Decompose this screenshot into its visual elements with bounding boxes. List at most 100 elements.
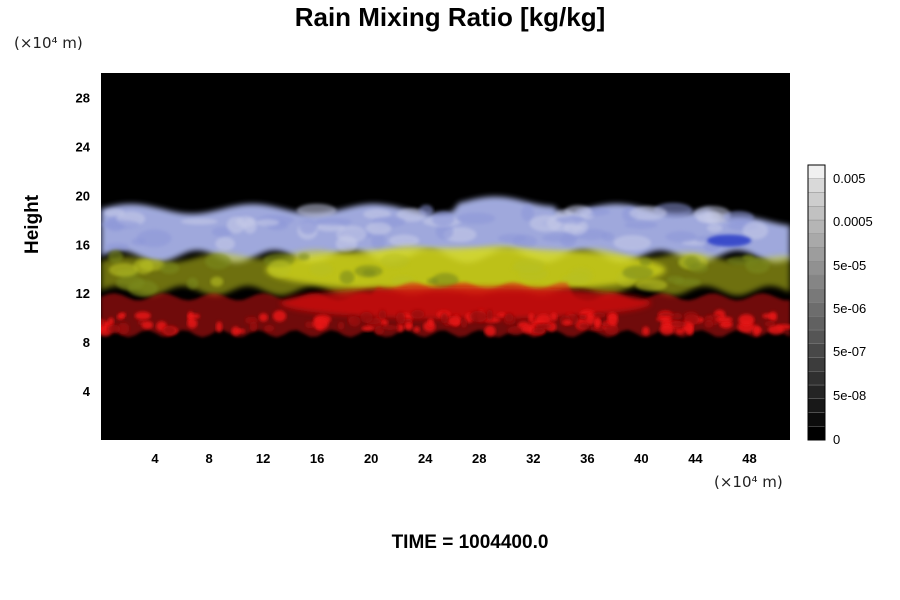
- x-tick-label: 32: [526, 451, 540, 466]
- yellow-cell: [108, 249, 124, 264]
- red-cell: [236, 328, 246, 334]
- x-tick-label: 20: [364, 451, 378, 466]
- colorbar-label: 5e-05: [833, 258, 866, 273]
- red-cell: [668, 321, 687, 328]
- x-axis-unit: (×10⁴ m): [714, 473, 783, 491]
- red-cell: [381, 325, 399, 330]
- colorbar-level: [807, 206, 826, 221]
- red-cell: [263, 324, 275, 332]
- lavender-cell: [396, 208, 427, 222]
- lavender-cell: [624, 221, 658, 229]
- y-tick-label: 28: [76, 90, 90, 105]
- lavender-cell: [365, 222, 392, 235]
- lavender-cell: [363, 209, 391, 220]
- colorbar: 0.005 0.0005 5e-05 5e-06 5e-07 5e-08 0: [807, 164, 873, 447]
- lavender-cell: [629, 206, 667, 221]
- red-cell: [521, 325, 534, 333]
- lavender-cell: [211, 226, 232, 238]
- yellow-cell: [339, 270, 355, 285]
- yellow-cell: [298, 253, 310, 261]
- red-cell: [642, 326, 650, 336]
- colorbar-level: [807, 329, 826, 344]
- red-cell: [767, 325, 785, 335]
- x-tick-label: 28: [472, 451, 486, 466]
- colorbar-level: [807, 302, 826, 317]
- lavender-cell: [706, 223, 723, 233]
- lavender-cell: [456, 212, 496, 225]
- yellow-cell: [108, 263, 139, 277]
- red-cell: [604, 324, 619, 335]
- yellow-cell: [431, 272, 459, 289]
- colorbar-level: [807, 357, 826, 372]
- red-cell: [119, 312, 127, 318]
- lavender-cell: [388, 234, 420, 247]
- red-cell: [272, 310, 287, 322]
- red-cell: [107, 324, 121, 334]
- lavender-cell: [371, 232, 386, 251]
- lavender-cell: [226, 216, 246, 234]
- x-tick-label: 44: [688, 451, 703, 466]
- red-cell: [562, 319, 573, 325]
- colorbar-level: [807, 288, 826, 303]
- yellow-cell: [354, 265, 383, 278]
- x-axis-ticks: 4 8 12 16 20 24 28 32 36 40 44 48: [151, 451, 756, 466]
- colorbar-level: [807, 371, 826, 386]
- colorbar-label: 5e-08: [833, 388, 866, 403]
- red-cell: [607, 314, 619, 326]
- chart-title: Rain Mixing Ratio [kg/kg]: [294, 2, 606, 32]
- red-cell: [528, 312, 535, 324]
- x-tick-label: 40: [634, 451, 648, 466]
- x-tick-label: 12: [256, 451, 270, 466]
- yellow-cell: [666, 275, 684, 284]
- yellow-cell: [139, 259, 165, 271]
- y-tick-label: 24: [76, 139, 91, 154]
- red-cell: [505, 313, 514, 322]
- red-cell: [413, 326, 420, 333]
- colorbar-level: [807, 343, 826, 358]
- lavender-cell: [255, 219, 280, 226]
- lavender-cell: [564, 205, 592, 219]
- x-tick-label: 16: [310, 451, 324, 466]
- x-tick-label: 8: [205, 451, 212, 466]
- lavender-cell: [136, 229, 172, 248]
- colorbar-level: [807, 192, 826, 207]
- red-cell: [427, 318, 434, 327]
- lavender-cell: [555, 216, 585, 224]
- red-cell: [305, 321, 315, 329]
- red-cell: [601, 322, 610, 327]
- red-core: [280, 286, 651, 319]
- red-cell: [578, 323, 590, 330]
- red-cell: [535, 314, 552, 325]
- red-cell: [550, 312, 558, 322]
- yellow-cell: [210, 276, 224, 287]
- colorbar-level: [807, 233, 826, 248]
- red-cell: [348, 315, 361, 327]
- lavender-cell: [335, 235, 358, 253]
- yellow-cell: [116, 275, 145, 291]
- red-cell: [659, 324, 675, 336]
- red-cell: [141, 320, 154, 330]
- lavender-cell: [665, 231, 697, 243]
- colorbar-level: [807, 274, 826, 289]
- colorbar-level: [807, 164, 826, 179]
- colorbar-label: 5e-06: [833, 301, 866, 316]
- yellow-cell: [186, 277, 199, 290]
- red-cell: [107, 317, 114, 326]
- red-cell: [361, 325, 374, 332]
- y-tick-label: 16: [76, 237, 90, 252]
- red-cell: [187, 313, 200, 319]
- red-cell: [507, 326, 525, 336]
- red-cell: [484, 325, 496, 337]
- red-cell: [258, 313, 269, 322]
- red-cell: [535, 323, 553, 329]
- red-cell: [738, 314, 755, 326]
- red-cell: [585, 314, 596, 326]
- red-cell: [589, 325, 607, 332]
- y-axis-ticks: 4 8 12 16 20 24 28: [76, 90, 91, 399]
- lavender-cell: [498, 233, 527, 243]
- colorbar-frame: [807, 164, 826, 441]
- lavender-cell: [180, 218, 218, 225]
- red-cell: [360, 311, 373, 323]
- yellow-cell: [635, 278, 668, 291]
- red-cell: [187, 318, 198, 329]
